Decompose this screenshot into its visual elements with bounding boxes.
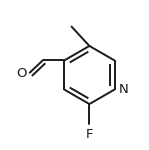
- Text: O: O: [16, 67, 27, 80]
- Text: F: F: [86, 128, 93, 141]
- Text: N: N: [119, 83, 128, 96]
